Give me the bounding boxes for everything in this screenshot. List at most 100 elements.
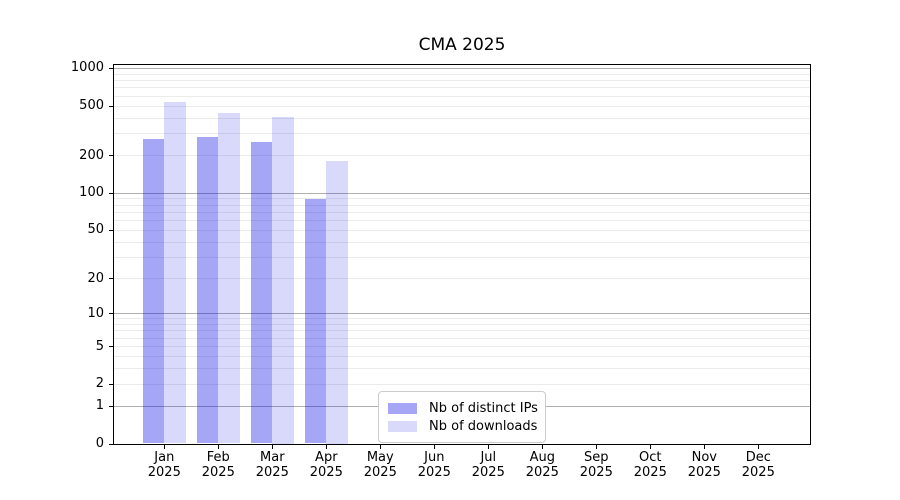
x-tick-label-line: 2025	[255, 465, 289, 480]
x-tick-mark	[704, 445, 706, 449]
y-tick-mark	[109, 105, 113, 107]
x-tick-mark	[650, 445, 652, 449]
bar-downloads	[272, 117, 294, 444]
x-tick-label-line: 2025	[309, 465, 343, 480]
y-tick-label: 1	[95, 398, 104, 414]
x-tick-label-line: 2025	[633, 465, 667, 480]
gridline-minor	[114, 155, 810, 157]
gridline-minor	[114, 117, 810, 119]
x-tick-label: Jan 2025	[137, 450, 191, 480]
x-tick-label-line: 2025	[579, 465, 613, 480]
y-tick-mark	[109, 229, 113, 231]
bar-distinct-ips	[250, 141, 273, 444]
gridline-minor	[114, 256, 810, 258]
x-tick-mark	[596, 445, 598, 449]
x-tick-label-line: Mar	[260, 450, 285, 465]
x-tick-label-line: Jun	[424, 450, 445, 465]
x-tick-label-line: 2025	[525, 465, 559, 480]
gridline-minor	[114, 383, 810, 385]
gridline-minor	[114, 356, 810, 357]
legend: Nb of distinct IPs Nb of downloads	[378, 391, 546, 443]
x-tick-label-line: 2025	[201, 465, 235, 480]
y-tick-label: 100	[79, 185, 104, 201]
x-tick-label-line: 2025	[741, 465, 775, 480]
x-tick-mark	[434, 445, 436, 449]
gridline-minor	[114, 346, 810, 348]
legend-label-distinct-ips: Nb of distinct IPs	[429, 400, 538, 416]
bar-distinct-ips	[142, 138, 165, 444]
x-tick-mark	[272, 445, 274, 449]
y-tick-label: 5	[95, 338, 104, 354]
legend-label-downloads: Nb of downloads	[429, 418, 538, 434]
x-tick-label-line: 2025	[363, 465, 397, 480]
x-tick-label-line: 2025	[417, 465, 451, 480]
chart-title: CMA 2025	[418, 35, 506, 55]
bar-downloads	[326, 160, 348, 444]
gridline-minor	[114, 241, 810, 243]
bar-downloads	[218, 112, 240, 444]
legend-row-distinct-ips: Nb of distinct IPs	[388, 400, 538, 416]
gridline-major	[114, 313, 810, 315]
y-tick-label: 500	[79, 98, 104, 113]
x-tick-label-line: Sep	[584, 450, 609, 465]
y-tick-label: 200	[79, 147, 104, 163]
x-tick-label-line: May	[366, 450, 394, 465]
x-tick-label-line: Aug	[529, 450, 555, 465]
x-tick-label-line: Jan	[154, 450, 175, 465]
x-tick-label: May 2025	[353, 450, 407, 480]
y-tick-label: 10	[87, 305, 104, 321]
gridline-minor	[114, 198, 810, 200]
y-tick-label: 0	[95, 436, 104, 451]
plot-area	[113, 64, 811, 445]
x-tick-mark	[488, 445, 490, 449]
y-tick-mark	[109, 192, 113, 194]
x-tick-label: Mar 2025	[245, 450, 299, 480]
y-tick-mark	[109, 346, 113, 348]
gridline-minor	[114, 80, 810, 81]
legend-swatch-distinct-ips	[388, 402, 417, 414]
bar-downloads	[164, 101, 186, 444]
y-tick-label: 2	[95, 376, 104, 392]
y-tick-mark	[109, 155, 113, 157]
x-tick-mark	[542, 445, 544, 449]
x-tick-mark	[758, 445, 760, 449]
gridline-minor	[114, 330, 810, 332]
x-tick-label-line: Dec	[745, 450, 771, 465]
x-tick-label: Dec 2025	[731, 450, 785, 480]
x-tick-label: Nov 2025	[677, 450, 731, 480]
x-tick-mark	[326, 445, 328, 449]
x-tick-label-line: 2025	[471, 465, 505, 480]
gridline-major	[114, 67, 810, 69]
gridline-minor	[114, 318, 810, 320]
gridline-minor	[114, 87, 810, 89]
gridline-minor	[114, 337, 810, 339]
gridline-minor	[114, 105, 810, 107]
y-tick-label: 20	[87, 270, 104, 286]
y-tick-label: 50	[87, 222, 104, 238]
x-tick-label: Jul 2025	[461, 450, 515, 480]
y-tick-mark	[109, 278, 113, 279]
gridline-minor	[114, 211, 810, 213]
legend-swatch-downloads	[388, 420, 417, 432]
y-tick-mark	[109, 405, 113, 407]
bar-distinct-ips	[304, 199, 327, 444]
x-tick-label-line: Apr	[315, 450, 338, 465]
x-tick-label-line: Jul	[480, 450, 497, 465]
legend-row-downloads: Nb of downloads	[388, 418, 538, 434]
x-tick-label-line: Nov	[691, 450, 717, 465]
x-tick-label: Jun 2025	[407, 450, 461, 480]
gridline-minor	[114, 133, 810, 135]
gridline-minor	[114, 204, 810, 206]
x-tick-label: Apr 2025	[299, 450, 353, 480]
x-tick-mark	[380, 445, 382, 449]
gridline-minor	[114, 368, 810, 370]
gridline-minor	[114, 324, 810, 325]
x-tick-label-line: 2025	[147, 465, 181, 480]
x-tick-label: Oct 2025	[623, 450, 677, 480]
bar-distinct-ips	[196, 136, 219, 444]
y-tick-mark	[109, 67, 113, 69]
gridline-minor	[114, 278, 810, 279]
gridline-minor	[114, 73, 810, 75]
gridline-minor	[114, 229, 810, 231]
